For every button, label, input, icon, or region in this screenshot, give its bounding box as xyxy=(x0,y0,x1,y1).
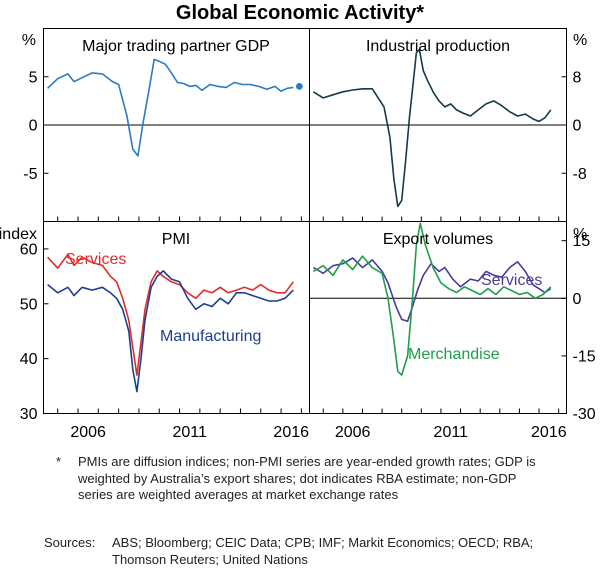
unit-label-industrial: % xyxy=(573,32,587,49)
x-tick-label: 2016 xyxy=(273,424,309,441)
y-tick-label: -5 xyxy=(23,166,37,183)
panel-title-industrial: Industrial production xyxy=(366,38,510,55)
rba-estimate-dot xyxy=(295,83,303,90)
footnote-star: * PMIs are diffusion indices; non-PMI se… xyxy=(0,454,600,524)
chart-frame xyxy=(43,28,567,414)
series-label-pmi-services: Services xyxy=(65,251,126,268)
chart-figure: Global Economic Activity* 50-580-8605040… xyxy=(0,2,596,441)
series-line-merchandise xyxy=(312,222,552,376)
series-line-services xyxy=(47,253,294,376)
series-label-merchandise: Merchandise xyxy=(408,346,500,363)
y-tick-label: -30 xyxy=(573,406,596,423)
y-tick-label: 50 xyxy=(20,296,38,313)
sources-label: Sources: xyxy=(44,535,96,550)
unit-label-exports: % xyxy=(573,226,587,243)
series-line-services xyxy=(312,257,552,323)
y-tick-label: 5 xyxy=(29,69,38,86)
series-label-export-services: Services xyxy=(481,272,542,289)
y-tick-label: 0 xyxy=(573,118,582,135)
grid-layer xyxy=(43,124,567,299)
series-label-pmi-manufacturing: Manufacturing xyxy=(160,328,261,345)
series-line-industrial-production xyxy=(312,48,552,208)
panel-title-pmi: PMI xyxy=(162,231,190,248)
sources-row: Sources: ABS; Bloomberg; CEIC Data; CPB;… xyxy=(0,535,600,571)
series-line-manufacturing xyxy=(47,270,294,393)
footnote-mark: * xyxy=(56,454,62,469)
y-tick-label: 15 xyxy=(573,233,591,250)
footnote-text: PMIs are diffusion indices; non-PMI seri… xyxy=(78,454,536,502)
tick-layer xyxy=(43,76,567,414)
panel-title-gdp: Major trading partner GDP xyxy=(82,38,270,55)
y-tick-label: 60 xyxy=(20,241,38,258)
series-line-major-trading-partner-gdp xyxy=(47,58,294,157)
unit-label-gdp: % xyxy=(22,32,36,49)
y-tick-label: 0 xyxy=(29,118,38,135)
chart-title: Global Economic Activity* xyxy=(176,2,424,24)
y-tick-label: -15 xyxy=(573,348,596,365)
y-tick-label: 8 xyxy=(573,69,582,86)
unit-label-pmi: index xyxy=(0,226,37,243)
series-layer xyxy=(47,48,552,393)
y-tick-label: 40 xyxy=(20,351,38,368)
x-tick-label: 2011 xyxy=(434,424,469,441)
y-tick-label: 0 xyxy=(573,291,582,308)
x-tick-label: 2006 xyxy=(335,424,371,441)
sources-text: ABS; Bloomberg; CEIC Data; CPB; IMF; Mar… xyxy=(112,535,534,567)
panel-title-exports: Export volumes xyxy=(383,231,493,248)
x-tick-label: 2016 xyxy=(531,424,567,441)
y-tick-label: -8 xyxy=(573,166,587,183)
y-tick-label: 30 xyxy=(20,406,38,423)
x-tick-label: 2011 xyxy=(172,424,207,441)
x-tick-label: 2006 xyxy=(70,424,106,441)
